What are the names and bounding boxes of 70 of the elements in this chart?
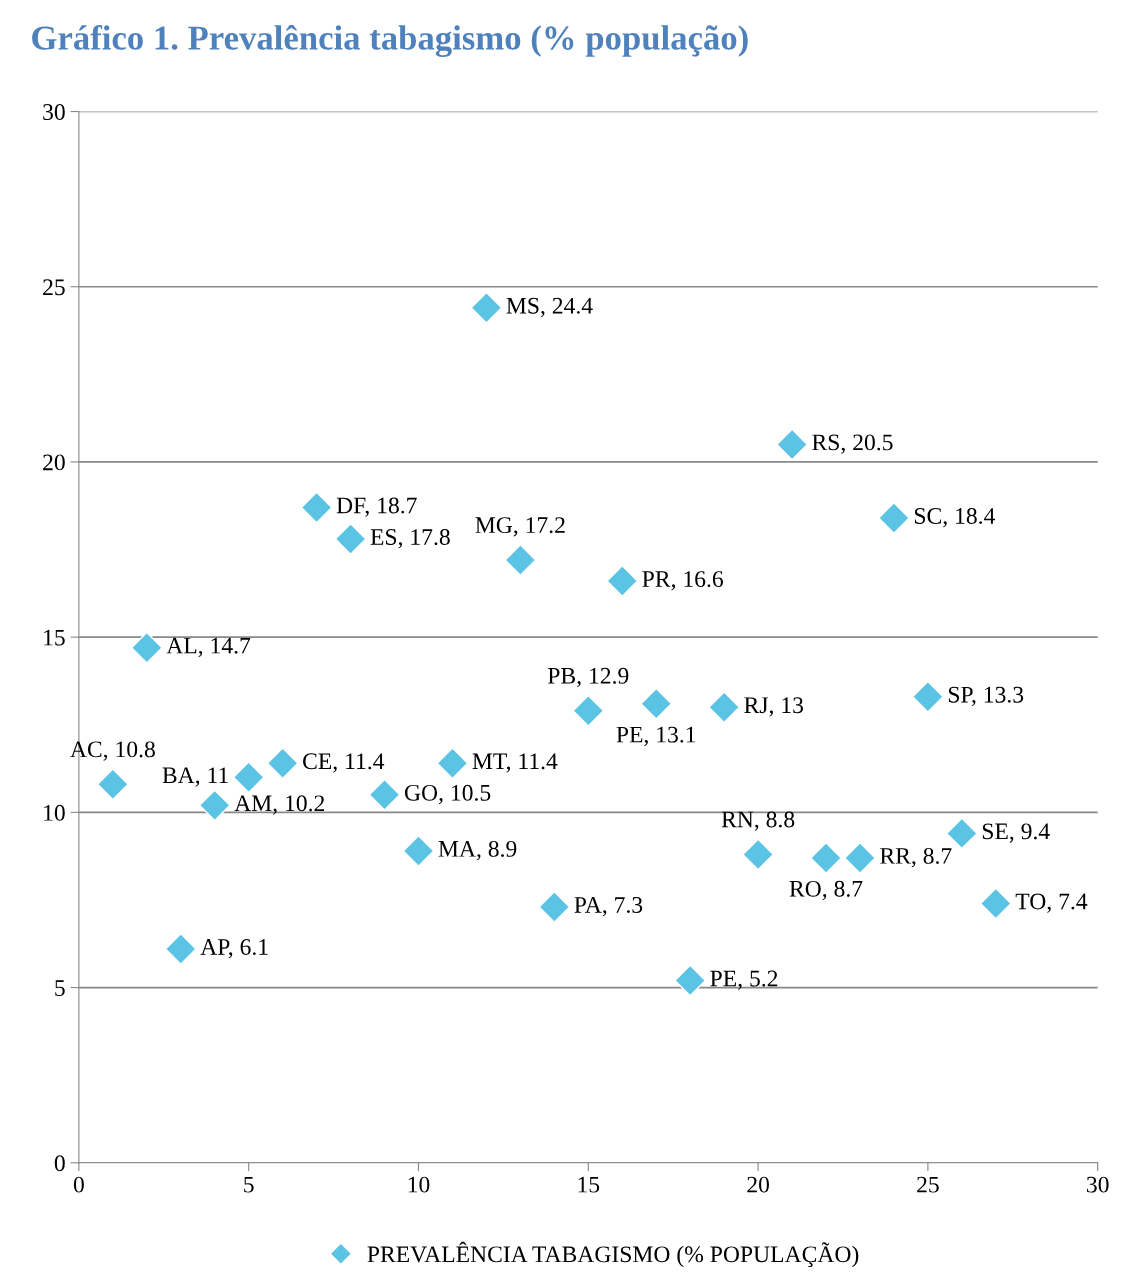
x-tick-label: 20 xyxy=(747,1176,769,1193)
y-tick-label: 15 xyxy=(44,629,65,646)
point xyxy=(96,768,129,801)
point xyxy=(232,761,265,794)
data-label: AL, 14.7 xyxy=(166,637,251,657)
data-label: TO, 7.4 xyxy=(1015,893,1088,913)
data-label: RS, 20.5 xyxy=(812,434,893,454)
data-label: MG, 17.2 xyxy=(475,517,565,537)
point xyxy=(742,838,775,871)
data-label: PE, 13.1 xyxy=(616,726,696,746)
data-label: CE, 11.4 xyxy=(303,753,385,773)
y-tick-label: 30 xyxy=(43,104,65,120)
y-tick-label: 5 xyxy=(55,980,65,996)
point xyxy=(572,694,605,727)
data-label: SP, 13.3 xyxy=(948,686,1024,707)
point xyxy=(606,565,639,597)
point xyxy=(674,964,707,997)
point xyxy=(470,291,503,324)
point xyxy=(164,933,197,965)
point xyxy=(198,789,231,822)
point xyxy=(538,891,571,923)
point xyxy=(266,747,299,780)
x-tick-label: 10 xyxy=(408,1176,430,1193)
data-label: RO, 8.7 xyxy=(789,880,863,901)
data-label: RN, 8.8 xyxy=(721,811,795,831)
point xyxy=(878,502,910,534)
legend-label: PREVALÊNCIA TABAGISMO (% POPULAÇÃO) xyxy=(367,1241,859,1268)
data-label: PR, 16.6 xyxy=(642,571,723,591)
point xyxy=(300,491,333,524)
y-tick-label: 0 xyxy=(54,1155,65,1172)
point xyxy=(844,842,876,874)
data-label: BA, 11 xyxy=(162,767,228,787)
y-tick-label: 10 xyxy=(44,804,65,821)
x-tick-label: 5 xyxy=(244,1176,254,1193)
point xyxy=(776,428,808,461)
point xyxy=(368,778,401,811)
data-label: SE, 9.4 xyxy=(982,823,1050,843)
y-tick-label: 25 xyxy=(43,279,65,296)
x-tick-label: 15 xyxy=(578,1176,600,1193)
data-label: SC, 18.4 xyxy=(914,507,996,528)
chart-title: Gráfico 1. Prevalência tabagismo (% população) xyxy=(32,24,748,58)
data-label: PA, 7.3 xyxy=(574,897,643,917)
data-label: ES, 17.8 xyxy=(370,529,450,549)
point xyxy=(402,834,435,867)
data-label: AP, 6.1 xyxy=(200,939,268,959)
point xyxy=(945,817,978,850)
point xyxy=(640,687,673,720)
point xyxy=(979,887,1012,920)
point xyxy=(708,691,741,724)
point xyxy=(130,631,163,664)
point xyxy=(911,680,944,713)
data-label: RR, 8.7 xyxy=(880,847,952,868)
data-label: DF, 18.7 xyxy=(336,497,417,517)
x-tick-label: 0 xyxy=(73,1176,84,1193)
x-tick-label: 25 xyxy=(917,1176,939,1193)
data-label: PB, 12.9 xyxy=(547,667,629,688)
y-tick-label: 20 xyxy=(43,454,65,471)
point xyxy=(436,747,469,780)
point xyxy=(810,842,842,874)
data-label: MA, 8.9 xyxy=(438,840,517,861)
point xyxy=(504,544,537,576)
x-tick-label: 30 xyxy=(1087,1176,1109,1193)
data-label: RJ, 13 xyxy=(744,697,804,717)
data-label: PE, 5.2 xyxy=(710,970,778,990)
point xyxy=(334,523,367,555)
data-label: AC, 10.8 xyxy=(70,741,155,761)
data-label: MS, 24.4 xyxy=(506,297,593,318)
data-label: AM, 10.2 xyxy=(234,795,325,815)
data-label: MT, 11.4 xyxy=(472,753,558,773)
data-label: GO, 10.5 xyxy=(404,784,491,805)
